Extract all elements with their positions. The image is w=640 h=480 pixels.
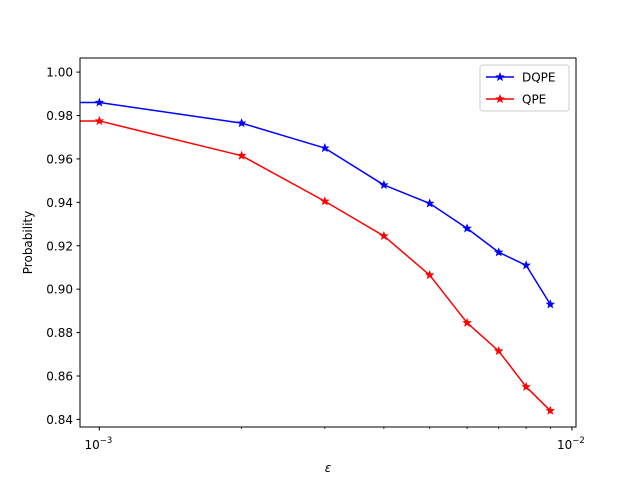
data-point-star (320, 196, 330, 206)
data-point-star (424, 198, 435, 208)
y-tick-label: 0.88 (46, 326, 73, 340)
data-point-star (462, 223, 472, 233)
data-point-star (94, 115, 105, 126)
legend-marker-star (495, 93, 505, 104)
y-tick-label: 1.00 (46, 66, 73, 80)
data-point-star (545, 405, 556, 415)
axes-frame (79, 57, 577, 428)
data-point-star (94, 97, 105, 107)
y-tick-label: 0.96 (46, 152, 73, 166)
y-tick-label: 0.94 (46, 196, 73, 210)
data-point-star (236, 150, 247, 160)
data-point-star (424, 270, 435, 280)
y-tick-label: 0.92 (46, 239, 73, 253)
legend: DQPE QPE (479, 64, 570, 112)
data-point-star (462, 317, 472, 327)
data-point-star (320, 143, 330, 153)
series-dqpe (80, 97, 556, 309)
y-axis-label: Probability (21, 211, 35, 274)
legend-item: QPE (486, 93, 546, 107)
data-point-star (493, 345, 504, 356)
data-point-star (521, 381, 531, 391)
x-tick-label: 10−2 (557, 436, 585, 452)
data-point-star (236, 118, 247, 128)
legend-label: DQPE (522, 71, 556, 85)
y-tick-label: 0.86 (46, 369, 73, 383)
x-axis-label: ε (325, 461, 332, 475)
series-line (80, 101, 551, 305)
y-axis-ticks: 0.84 0.86 0.88 0.90 0.92 0.94 0.96 0.98 1.00 (46, 66, 80, 427)
x-axis-ticks: 10−3 10−2 (84, 427, 585, 452)
y-tick-label: 0.98 (46, 109, 73, 123)
legend-item: DQPE (486, 71, 556, 85)
axes (79, 57, 577, 428)
legend-label: QPE (522, 93, 546, 107)
series-qpe (80, 115, 556, 415)
data-point-star (379, 230, 389, 241)
data-point-star (379, 179, 389, 190)
plot-area (80, 97, 556, 415)
data-point-star (521, 260, 531, 270)
data-point-star (545, 299, 556, 309)
y-tick-label: 0.84 (46, 413, 73, 427)
x-tick-label: 10−3 (84, 436, 112, 452)
legend-marker-star (495, 71, 505, 82)
series-line (80, 120, 551, 412)
data-point-star (493, 247, 504, 257)
y-tick-label: 0.90 (46, 283, 73, 297)
